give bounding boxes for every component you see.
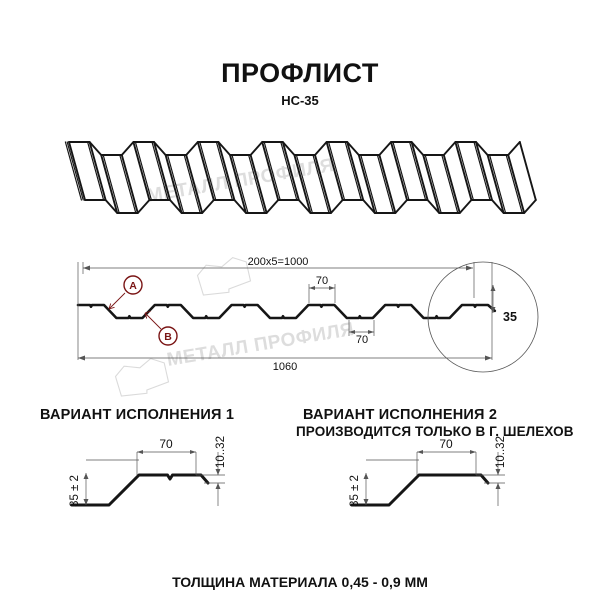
- svg-text:70: 70: [316, 275, 328, 287]
- svg-text:35: 35: [503, 310, 517, 324]
- svg-text:70: 70: [159, 437, 173, 451]
- svg-text:A: A: [129, 280, 137, 292]
- svg-text:35 ± 2: 35 ± 2: [349, 475, 361, 507]
- svg-text:35 ± 2: 35 ± 2: [69, 475, 81, 507]
- svg-text:70: 70: [356, 334, 368, 346]
- svg-text:200x5=1000: 200x5=1000: [248, 256, 309, 268]
- svg-text:70: 70: [439, 437, 453, 451]
- svg-text:B: B: [164, 331, 172, 343]
- svg-text:1060: 1060: [273, 361, 297, 373]
- svg-text:10..32: 10..32: [495, 436, 507, 468]
- svg-text:МЕТАЛЛ ПРОФИЛЯ: МЕТАЛЛ ПРОФИЛЯ: [165, 319, 355, 371]
- svg-text:10..32: 10..32: [215, 436, 227, 468]
